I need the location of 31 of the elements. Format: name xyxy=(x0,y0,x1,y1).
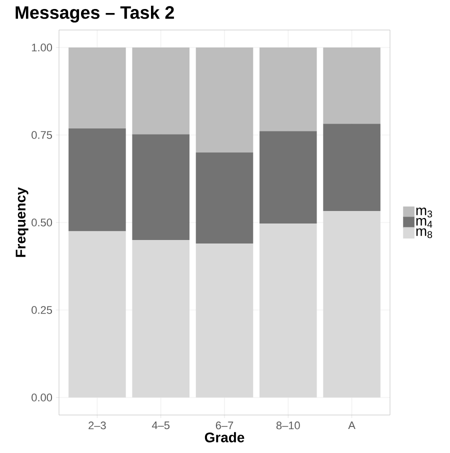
x-tick-label: 2–3 xyxy=(88,422,106,430)
chart-title: Messages – Task 2 xyxy=(16,6,174,22)
x-axis-title: Grade xyxy=(204,432,244,442)
legend-label: m$_{4}$ xyxy=(416,218,432,228)
y-axis-title: Frequency xyxy=(16,187,28,257)
bar xyxy=(260,131,317,224)
bar xyxy=(132,134,190,240)
y-tick-label: 0.50 xyxy=(32,218,52,226)
y-tick-label: 1.00 xyxy=(32,44,52,52)
y-tick-label: 0.00 xyxy=(32,394,52,402)
bar xyxy=(196,243,254,398)
bar xyxy=(323,210,380,398)
y-tick-label: 0.75 xyxy=(32,131,52,139)
x-tick-label: A xyxy=(348,422,356,430)
bar xyxy=(132,240,190,398)
bar xyxy=(323,47,380,124)
x-tick-label: 4–5 xyxy=(152,422,170,430)
bar xyxy=(68,231,126,398)
bar xyxy=(323,124,380,211)
bar xyxy=(68,128,126,232)
bar xyxy=(132,47,190,134)
x-tick-label: 6–7 xyxy=(216,422,234,430)
bar xyxy=(196,152,254,244)
y-tick-label: 0.25 xyxy=(32,306,52,314)
legend-label: m$_{3}$ xyxy=(416,208,432,218)
legend-label: m$_{8}$ xyxy=(416,228,432,238)
x-tick-label: 8–10 xyxy=(276,422,300,430)
bar xyxy=(260,224,317,398)
bar xyxy=(68,47,126,128)
bar xyxy=(260,47,317,132)
bar xyxy=(196,47,254,152)
